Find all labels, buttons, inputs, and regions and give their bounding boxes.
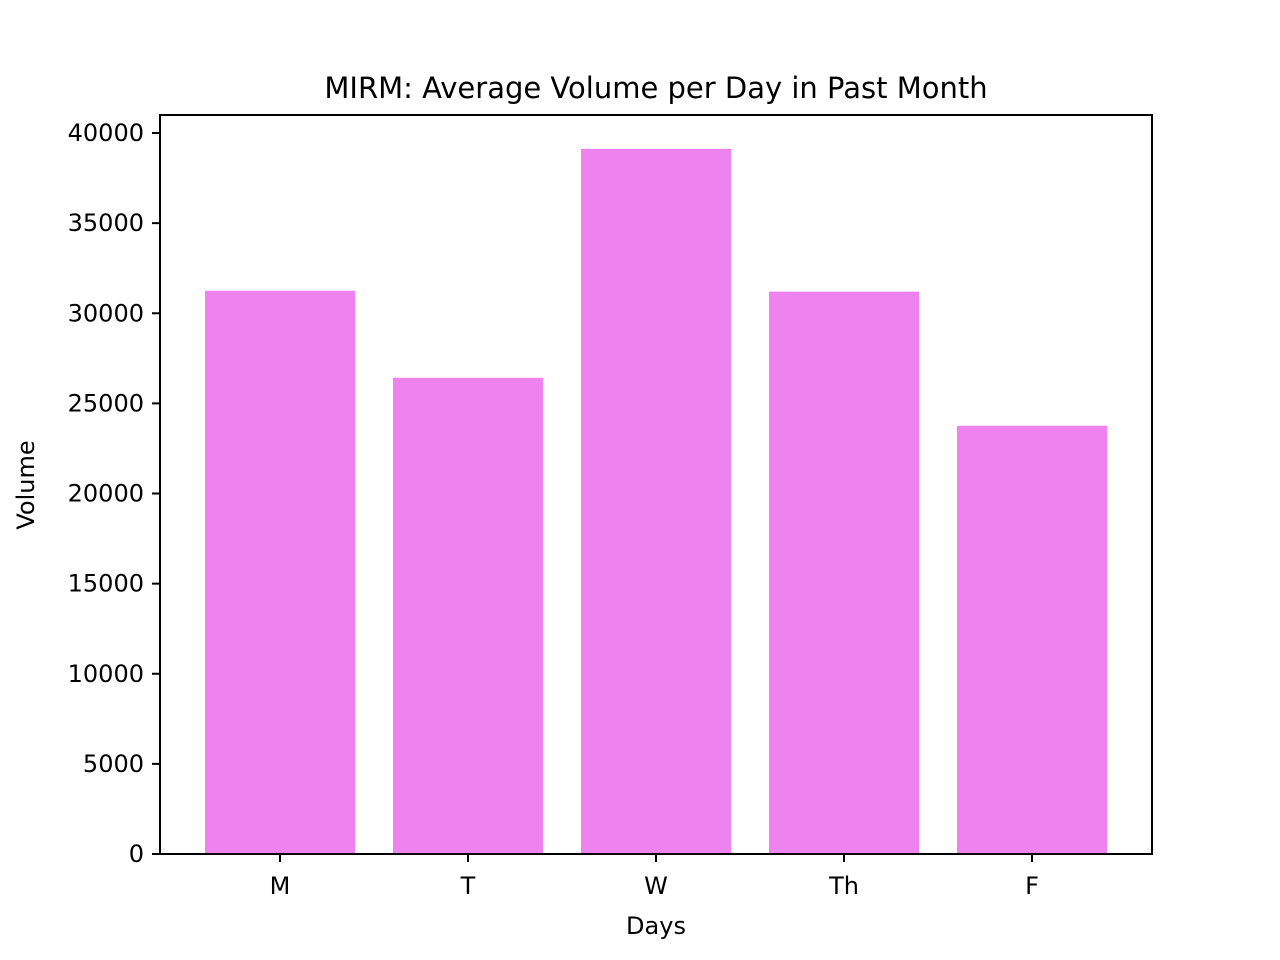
y-axis-label: Volume bbox=[12, 440, 40, 529]
y-tick-label: 5000 bbox=[83, 750, 144, 778]
x-tick-label: M bbox=[270, 872, 291, 900]
x-axis: M T W Th F bbox=[270, 854, 1039, 900]
bar-w bbox=[581, 148, 731, 854]
y-tick-label: 20000 bbox=[68, 480, 144, 508]
x-tick-label: W bbox=[644, 872, 668, 900]
bar-f bbox=[957, 425, 1107, 854]
x-tick-label: Th bbox=[828, 872, 859, 900]
plot-frame bbox=[159, 114, 1153, 855]
y-tick-label: 35000 bbox=[68, 209, 144, 237]
bar-t bbox=[393, 377, 543, 854]
bars-group bbox=[205, 148, 1107, 854]
y-tick-label: 25000 bbox=[68, 389, 144, 417]
y-axis: 0 5000 10000 15000 20000 25000 30000 35000 40000 bbox=[68, 119, 160, 868]
y-tick-label: 40000 bbox=[68, 119, 144, 147]
x-axis-label: Days bbox=[626, 912, 686, 940]
y-tick-label: 30000 bbox=[68, 299, 144, 327]
y-tick-label: 15000 bbox=[68, 570, 144, 598]
bar-th bbox=[769, 291, 919, 854]
x-tick-label: F bbox=[1025, 872, 1039, 900]
x-tick-label: T bbox=[460, 872, 476, 900]
y-tick-label: 10000 bbox=[68, 660, 144, 688]
chart-title: MIRM: Average Volume per Day in Past Mon… bbox=[324, 71, 987, 105]
y-tick-label: 0 bbox=[129, 840, 144, 868]
bar-m bbox=[205, 290, 355, 854]
